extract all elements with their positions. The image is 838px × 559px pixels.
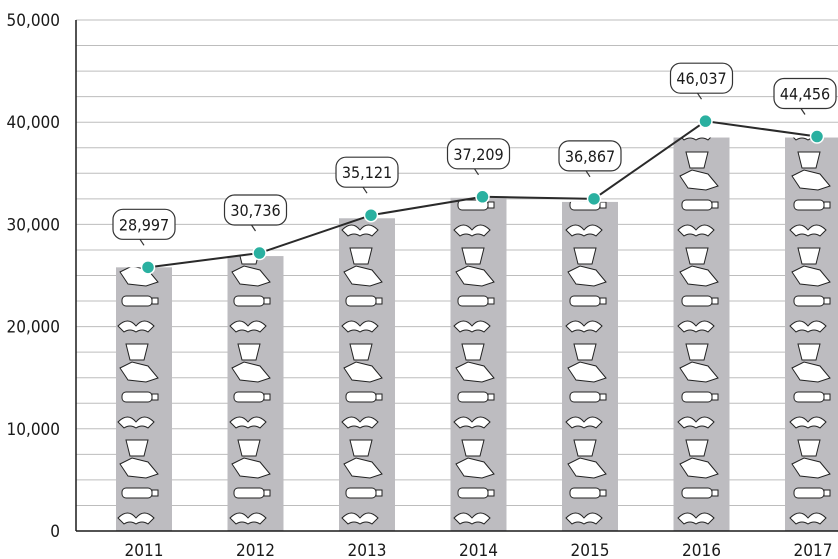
bar-icon-fill [785,137,838,531]
x-tick-label: 2017 [794,541,833,559]
data-label-box [223,194,288,226]
y-tick-label: 40,000 [7,113,61,133]
bar-icon-fill [116,267,172,531]
data-label-pointer [251,224,256,232]
y-tick-label: 50,000 [7,11,61,31]
data-label-box [669,62,734,94]
data-point-marker [809,129,825,144]
data-label-box [335,156,399,188]
data-label-pointer [362,186,368,194]
data-label: 36,867 [565,147,615,166]
bar-icon-fill [227,256,284,531]
x-tick-label: 2012 [236,541,275,559]
x-tick-label: 2015 [571,541,610,559]
data-label: 37,209 [453,145,503,164]
x-tick-label: 2011 [125,541,164,559]
data-label-pointer [697,92,702,100]
data-point-marker [586,191,602,207]
data-point-marker [698,113,713,129]
data-label-pointer [474,168,479,176]
data-label-box [558,140,622,172]
data-label: 30,736 [230,201,280,220]
data-label-box [773,77,837,110]
data-label-pointer [800,108,806,115]
data-label-box [112,208,176,240]
bar-icon-fill [562,201,618,531]
data-point-marker [363,207,379,223]
y-tick-label: 20,000 [7,318,61,338]
y-tick-label: 0 [50,522,60,542]
data-point-marker [475,189,490,205]
data-label: 44,456 [780,85,830,104]
data-label: 35,121 [342,163,392,182]
data-point-marker [140,260,156,275]
x-tick-label: 2014 [459,541,498,559]
bar-icon-fill [450,197,507,531]
data-label-box [446,138,511,170]
data-label-pointer [585,170,591,178]
y-tick-label: 10,000 [7,420,61,440]
data-label: 28,997 [119,215,169,234]
x-tick-label: 2013 [348,541,387,559]
x-tick-label: 2016 [682,541,721,559]
bar-icon-fill [673,137,730,531]
y-tick-label: 30,000 [7,215,61,235]
data-label: 46,037 [676,69,726,88]
data-label-pointer [139,238,145,246]
data-point-marker [252,245,267,261]
bar-icon-fill [339,218,395,531]
